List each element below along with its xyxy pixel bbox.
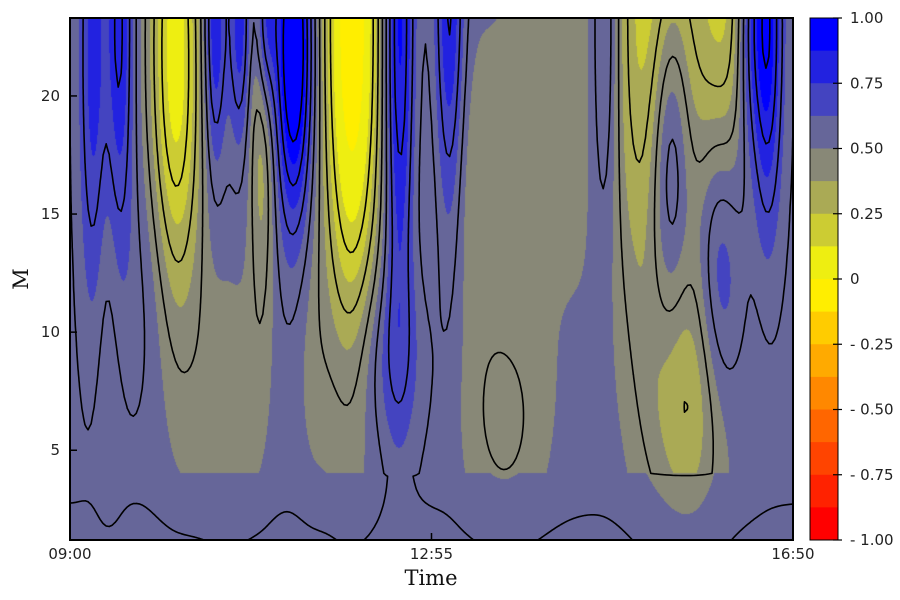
colorbar-tick-label: - 0.50	[850, 401, 894, 419]
colorbar-bin	[810, 213, 838, 247]
colorbar-tick-label: - 1.00	[850, 531, 894, 549]
colorbar-bin	[810, 83, 838, 117]
contour-line	[70, 18, 793, 540]
colorbar-tick-label: 1.00	[850, 9, 883, 27]
colorbar-bin	[810, 409, 838, 443]
x-tick-label: 12:55	[410, 545, 453, 563]
x-tick-label: 09:00	[48, 545, 91, 563]
contour-line	[282, 18, 771, 143]
contour-line	[144, 18, 740, 477]
contour-line	[113, 18, 778, 187]
x-tick-label: 16:50	[771, 545, 814, 563]
colorbar-bin	[810, 474, 838, 508]
colorbar: 1.00 0.75 0.50 0.25 0 - 0.25 - 0.50 - 0.75 - 1.0…	[809, 9, 894, 549]
colorbar-tick-label: - 0.75	[850, 466, 894, 484]
colorbar-bin	[810, 442, 838, 476]
colorbar-tick-label: - 0.25	[850, 335, 894, 353]
contour-line	[153, 18, 734, 413]
contour-lines	[70, 18, 793, 540]
contour-line	[161, 18, 374, 254]
colorbar-bin	[810, 507, 838, 541]
colorbar-bin	[810, 115, 838, 149]
colorbar-bin	[810, 311, 838, 345]
contour-line	[82, 18, 784, 404]
x-axis-title: Time	[404, 566, 457, 590]
y-axis: 5 10 15 20	[41, 87, 77, 459]
colorbar-tick-label: 0	[850, 270, 860, 288]
colorbar-tick-label: 0.75	[850, 74, 883, 92]
y-tick-label: 20	[41, 87, 60, 105]
colorbar-bin	[810, 344, 838, 378]
colorbar-bin	[810, 181, 838, 215]
colorbar-tick-label: 0.50	[850, 140, 883, 158]
colorbar-bin	[810, 148, 838, 182]
colorbar-bin	[810, 376, 838, 410]
colorbar-bin	[810, 18, 838, 52]
y-axis-title: M	[9, 268, 33, 290]
colorbar-bin	[810, 246, 838, 280]
colorbar-bin	[810, 279, 838, 313]
contour-fill-raster	[70, 18, 793, 540]
y-tick-label: 5	[50, 441, 60, 459]
colorbar-tick-label: 0.25	[850, 205, 883, 223]
y-tick-label: 15	[41, 205, 60, 223]
colorbar-bin	[810, 50, 838, 84]
y-tick-label: 10	[41, 323, 60, 341]
x-axis: 09:00 12:55 16:50	[48, 533, 815, 563]
